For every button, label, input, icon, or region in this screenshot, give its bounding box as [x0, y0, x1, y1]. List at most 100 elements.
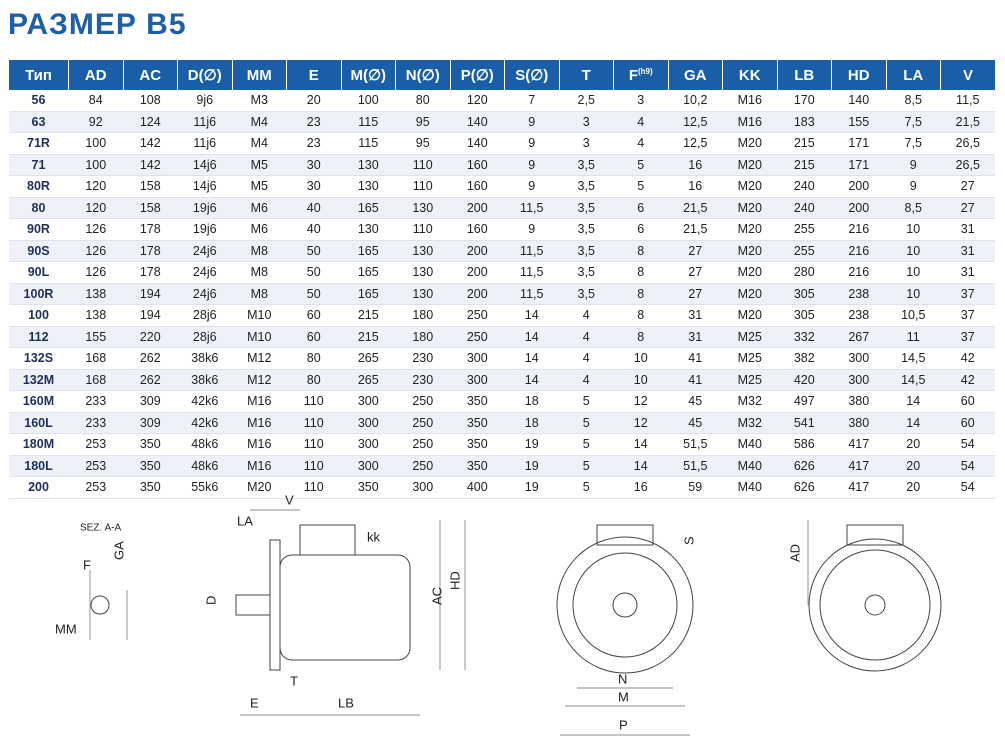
table-cell: 9	[504, 218, 559, 241]
table-cell: 180L	[8, 455, 69, 477]
column-header: HD	[831, 60, 886, 90]
table-row: 100R 138 194 24j6 M8 50 165 130 200 11,5 3,5 8 27 M20…	[8, 283, 995, 305]
table-cell: 350	[450, 390, 505, 413]
table-cell: 170	[777, 90, 832, 112]
table-cell: 54	[940, 476, 995, 499]
table-cell: 262	[123, 347, 178, 370]
label: AC	[429, 587, 444, 605]
table-cell: 80	[286, 347, 341, 370]
table-cell: 50	[286, 283, 341, 305]
table-cell: 380	[831, 390, 886, 413]
label: kk	[367, 529, 381, 544]
table-cell: 3,5	[559, 261, 614, 284]
table-cell: 4	[559, 326, 614, 348]
table-cell: 5	[559, 390, 614, 413]
spec-table: Тип AD AC D(∅) MM E M(∅) N(∅) P(∅) S(∅) T F(h9) GA KK…	[8, 60, 995, 499]
front-view	[572, 552, 678, 658]
table-cell: 250	[395, 412, 450, 434]
table-cell: 3,5	[559, 283, 614, 305]
table-cell: 300	[341, 433, 396, 456]
table-cell: 168	[68, 347, 123, 370]
table-cell: M12	[232, 369, 287, 391]
table-cell: 21,5	[940, 111, 995, 133]
table-cell: 100	[341, 90, 396, 112]
table-cell: 250	[395, 455, 450, 477]
table-cell: 9	[886, 154, 941, 176]
table-cell: 158	[123, 197, 178, 219]
table-cell: 54	[940, 433, 995, 456]
table-cell: 255	[777, 218, 832, 241]
table-cell: M4	[232, 111, 287, 133]
table-cell: 124	[123, 111, 178, 133]
terminal-box	[846, 524, 904, 546]
table-cell: M20	[232, 476, 287, 499]
table-cell: 14	[504, 304, 559, 327]
table-cell: 28j6	[177, 304, 232, 327]
table-cell: 3	[559, 132, 614, 155]
table-cell: 100	[68, 132, 123, 155]
table-cell: 23	[286, 132, 341, 155]
table-cell: 31	[940, 218, 995, 241]
table-cell: M8	[232, 283, 287, 305]
table-cell: 130	[341, 154, 396, 176]
table-cell: 5	[613, 154, 668, 176]
table-cell: 5	[559, 412, 614, 434]
table-cell: 48k6	[177, 433, 232, 456]
table-cell: 21,5	[668, 197, 723, 219]
table-cell: 160	[450, 154, 505, 176]
column-header: Тип	[8, 60, 69, 90]
table-cell: 3,5	[559, 154, 614, 176]
column-header: M(∅)	[340, 60, 396, 90]
table-cell: M16	[722, 90, 777, 112]
table-cell: 262	[123, 369, 178, 391]
table-cell: 5	[559, 455, 614, 477]
table-cell: 300	[341, 455, 396, 477]
table-row: 56 84 108 9j6 M3 20 100 80 120 7 2,5 3 10,2 M16 170 140…	[8, 90, 995, 112]
table-cell: 20	[886, 476, 941, 499]
table-cell: 90S	[8, 240, 69, 262]
table-cell: 350	[123, 433, 178, 456]
rear-view	[864, 594, 886, 616]
table-cell: 41	[668, 369, 723, 391]
table-cell: 178	[123, 261, 178, 284]
table-cell: M40	[722, 455, 777, 477]
table-cell: 37	[940, 283, 995, 305]
table-cell: 238	[831, 283, 886, 305]
table-cell: 110	[395, 175, 450, 198]
table-cell: 115	[341, 111, 396, 133]
table-cell: 300	[450, 369, 505, 391]
label: F	[83, 557, 91, 572]
table-cell: 71	[8, 154, 69, 176]
table-cell: 417	[831, 433, 886, 456]
table-row: 132M 168 262 38k6 M12 80 265 230 300 14 4 10 41 M25 42…	[8, 369, 995, 391]
table-cell: 178	[123, 240, 178, 262]
table-cell: 110	[286, 390, 341, 413]
table-cell: 48k6	[177, 455, 232, 477]
table-cell: 417	[831, 476, 886, 499]
table-cell: 300	[395, 476, 450, 499]
table-cell: 110	[395, 154, 450, 176]
table-cell: 126	[68, 261, 123, 284]
table-cell: 24j6	[177, 240, 232, 262]
table-cell: 42k6	[177, 390, 232, 413]
table-cell: 586	[777, 433, 832, 456]
label: LB	[338, 695, 354, 710]
table-cell: M8	[232, 240, 287, 262]
table-cell: 5	[613, 175, 668, 198]
table-cell: 10	[613, 347, 668, 370]
column-header: F(h9)	[613, 60, 668, 90]
table-cell: 200	[450, 240, 505, 262]
table-cell: M25	[722, 326, 777, 348]
table-cell: 300	[450, 347, 505, 370]
table-cell: 230	[395, 347, 450, 370]
terminal-box	[596, 524, 654, 546]
column-header: N(∅)	[395, 60, 450, 90]
column-header: T	[558, 60, 614, 90]
table-cell: 309	[123, 390, 178, 413]
table-cell: 216	[831, 261, 886, 284]
table-cell: M20	[722, 304, 777, 327]
table-row: 200 253 350 55k6 M20 110 350 300 400 19 5 16 59 M40 62…	[8, 476, 995, 499]
table-cell: M16	[232, 433, 287, 456]
table-cell: 300	[341, 390, 396, 413]
